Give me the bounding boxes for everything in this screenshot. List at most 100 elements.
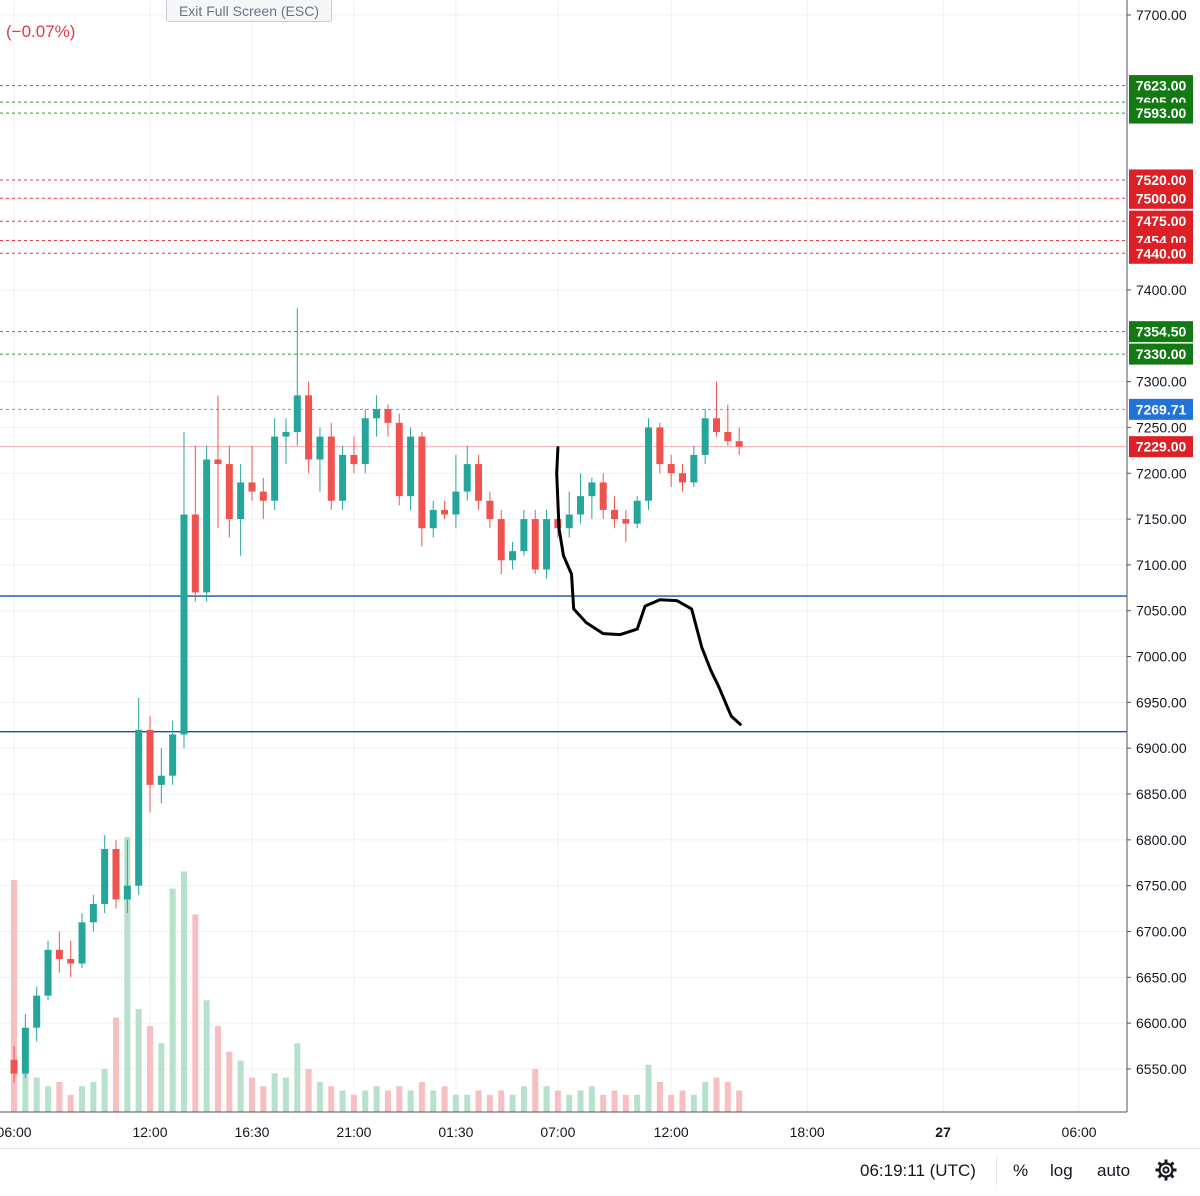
utc-clock[interactable]: 06:19:11 (UTC) bbox=[860, 1161, 976, 1180]
time-axis[interactable]: 06:00 12:00 16:30 21:00 01:30 07:00 12:00 18:00… bbox=[0, 1111, 1127, 1140]
price-tick-label: 6550.00 bbox=[1136, 1061, 1187, 1077]
candle-body bbox=[497, 519, 505, 561]
volume-bar bbox=[237, 1060, 244, 1112]
badge-label: 7269.71 bbox=[1136, 401, 1187, 417]
candle-down bbox=[67, 940, 75, 978]
price-tick-label: 7700.00 bbox=[1136, 7, 1187, 23]
candle-body bbox=[339, 454, 347, 501]
price-tick-label: 7000.00 bbox=[1136, 649, 1187, 665]
candle-body bbox=[724, 432, 732, 442]
candle-down bbox=[611, 496, 619, 529]
volume-bar bbox=[600, 1094, 607, 1112]
candle-body bbox=[21, 1027, 29, 1074]
candle-body bbox=[135, 729, 143, 886]
candle-down bbox=[735, 427, 743, 455]
candle-down bbox=[305, 381, 313, 474]
price-level-badge: 7269.71 bbox=[1129, 398, 1193, 420]
candle-up bbox=[701, 409, 709, 465]
candle-up bbox=[316, 427, 324, 492]
candle-down bbox=[395, 413, 403, 506]
candle-down bbox=[225, 445, 233, 538]
badge-background bbox=[1129, 75, 1193, 97]
badge-background bbox=[1129, 343, 1193, 365]
candle-up bbox=[577, 473, 585, 524]
candle-body bbox=[441, 509, 449, 515]
candle-up bbox=[463, 445, 471, 501]
volume-bar bbox=[452, 1094, 459, 1112]
candle-up bbox=[282, 418, 290, 465]
candle-body bbox=[429, 509, 437, 529]
volume-bar bbox=[56, 1081, 63, 1112]
price-tick-label: 6850.00 bbox=[1136, 786, 1187, 802]
price-tick-label: 7100.00 bbox=[1136, 557, 1187, 573]
price-level-badge: 7475.00 bbox=[1129, 210, 1193, 232]
badge-background bbox=[1129, 321, 1193, 343]
volume-bar bbox=[611, 1090, 618, 1112]
candle-down bbox=[384, 404, 392, 437]
candle-down bbox=[418, 432, 426, 547]
candle-up bbox=[565, 491, 573, 538]
volume-bar bbox=[316, 1081, 323, 1112]
candle-up bbox=[407, 427, 415, 510]
candle-up bbox=[44, 940, 52, 1001]
candle-down bbox=[10, 1046, 18, 1083]
candle-body bbox=[146, 729, 154, 785]
time-tick-label: 12:00 bbox=[132, 1124, 167, 1140]
volume-bar bbox=[622, 1094, 629, 1112]
candle-down bbox=[191, 445, 199, 602]
volume-bar bbox=[407, 1090, 414, 1112]
log-scale-toggle[interactable]: log bbox=[1050, 1161, 1073, 1180]
percent-scale-toggle[interactable]: % bbox=[1013, 1161, 1029, 1180]
status-divider bbox=[996, 1157, 997, 1185]
price-axis[interactable]: 7700.00 7400.00 7300.00 7250.00 7200.00 7150.… bbox=[1126, 0, 1193, 1112]
candle-down bbox=[713, 381, 720, 437]
volume-bar bbox=[577, 1090, 584, 1112]
volume-bar bbox=[169, 888, 176, 1112]
volume-bar bbox=[486, 1094, 493, 1112]
candle-body bbox=[191, 514, 199, 593]
candle-body bbox=[395, 422, 403, 497]
badge-background bbox=[1129, 398, 1193, 420]
candle-body bbox=[475, 464, 483, 501]
badge-label: 7229.00 bbox=[1136, 439, 1187, 455]
price-change-percent: (−0.07%) bbox=[6, 22, 76, 41]
price-chart[interactable]: 7700.00 7400.00 7300.00 7250.00 7200.00 7150.… bbox=[0, 0, 1200, 1148]
volume-bars bbox=[11, 837, 743, 1112]
volume-bar bbox=[328, 1086, 335, 1112]
volume-bar bbox=[22, 1060, 29, 1112]
candle-up bbox=[509, 541, 517, 570]
volume-bar bbox=[101, 1069, 108, 1112]
time-tick-label: 06:00 bbox=[1062, 1124, 1097, 1140]
candle-body bbox=[452, 491, 460, 515]
price-level-badge: 7500.00 bbox=[1129, 187, 1193, 209]
exit-fullscreen-button[interactable]: Exit Full Screen (ESC) bbox=[166, 0, 332, 22]
badge-background bbox=[1129, 169, 1193, 191]
candle-body bbox=[599, 482, 607, 510]
candle-down bbox=[112, 839, 120, 909]
volume-bar bbox=[588, 1086, 595, 1112]
candle-up bbox=[135, 697, 143, 895]
price-tick-label: 7050.00 bbox=[1136, 603, 1187, 619]
candle-body bbox=[713, 418, 720, 433]
candle-up bbox=[361, 409, 369, 474]
price-tick-label: 7400.00 bbox=[1136, 282, 1187, 298]
volume-bar bbox=[294, 1043, 301, 1112]
volume-bar bbox=[702, 1081, 709, 1112]
candle-body bbox=[89, 904, 97, 923]
candle-up bbox=[271, 418, 279, 510]
candle-body bbox=[645, 427, 653, 501]
auto-scale-toggle[interactable]: auto bbox=[1097, 1161, 1131, 1180]
candle-body bbox=[463, 464, 471, 492]
candle-up bbox=[429, 500, 437, 538]
badge-background bbox=[1129, 210, 1193, 232]
price-tick-label: 7250.00 bbox=[1136, 419, 1187, 435]
price-level-lines bbox=[0, 85, 1127, 733]
candle-body bbox=[44, 949, 52, 996]
candle-body bbox=[656, 427, 664, 465]
volume-bar bbox=[509, 1094, 516, 1112]
gear-icon[interactable] bbox=[1154, 1158, 1178, 1182]
candle-down bbox=[214, 395, 222, 529]
candle-body bbox=[588, 482, 596, 497]
volume-bar bbox=[260, 1086, 267, 1112]
